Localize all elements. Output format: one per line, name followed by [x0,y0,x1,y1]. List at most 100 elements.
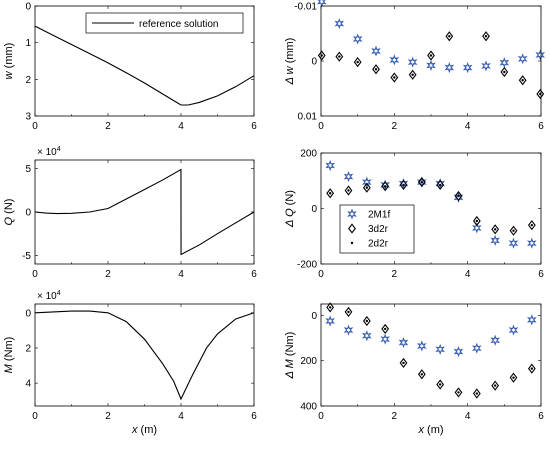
y-tick-label: 0.01 [298,112,318,123]
point-dot [365,186,369,189]
point-star [526,237,537,249]
x-tick-label: 2 [392,269,398,280]
point-diamond [509,372,518,383]
point-star [371,45,381,57]
point-star [490,234,501,246]
point-dot [512,376,515,379]
plot-frame [34,159,255,265]
legend-label: 3d2r [368,224,389,235]
point-diamond [326,302,335,313]
point-diamond [427,50,435,61]
y-tick-label: 200 [300,356,317,367]
legend-label: reference solution [139,19,219,30]
point-diamond [344,306,353,318]
point-dot [402,361,405,365]
point-diamond [381,323,390,335]
x-tick-label: 0 [32,411,38,422]
point-diamond [445,31,454,42]
y-tick-label: 0 [25,208,31,219]
x-tick-label: 4 [178,269,184,280]
point-diamond [317,50,326,61]
point-star [361,330,372,342]
y-tick-label: -5 [22,251,31,262]
x-tick-label: 6 [538,121,544,132]
point-star [426,59,436,71]
point-star [444,62,455,74]
point-diamond [527,220,536,231]
point-star [398,336,409,349]
point-dot [438,383,442,386]
point-diamond [536,88,545,100]
point-star [380,333,391,345]
point-diamond [335,51,344,62]
point-dot [493,384,497,387]
point-star [343,324,354,336]
point-dot [328,192,332,195]
point-diamond [527,363,536,374]
point-star [325,315,336,327]
y-tick-label: 2 [25,75,31,86]
x-tick-label: 6 [251,411,257,422]
point-diamond [372,64,380,75]
point-dot [457,194,460,198]
x-axis-label: x (m) [417,424,443,436]
x-tick-label: 0 [318,269,324,280]
point-dot [530,223,534,227]
y-axis-label: Δ Q (N) [284,190,296,228]
plot-frame [34,5,255,117]
point-diamond [417,369,426,380]
point-diamond [326,188,335,199]
point-star [416,340,427,352]
point-dot [503,70,506,74]
point-star [508,324,519,336]
point-dot [484,35,488,38]
point-diamond [454,190,463,202]
point-diamond [353,56,362,68]
point-diamond [472,388,481,399]
point-dot [420,180,424,184]
point-star [490,334,501,346]
legend-marker-dot [350,241,354,245]
point-star [352,33,363,45]
point-diamond [362,182,371,193]
point-star [471,342,482,354]
y-tick-label: 2 [25,343,31,354]
point-star [361,176,372,188]
subplot-M: 0 2 4 6 0 2 4 × 104 M (Nm) x (m) [3,290,257,436]
y-tick-label: 0 [311,57,317,68]
point-diamond [417,177,426,188]
point-dot [429,54,433,57]
legend-box [339,204,415,254]
point-dot [420,373,424,376]
x-tick-label: 4 [178,121,184,132]
y-tick-label: 400 [300,402,317,413]
point-diamond [472,215,481,227]
point-dot [347,189,350,192]
point-diamond [482,31,490,42]
point-dot [328,306,332,309]
point-dot [402,183,405,187]
x-tick-label: 4 [178,411,184,422]
point-star [343,171,354,183]
x-tick-label: 2 [105,269,111,280]
plot-frame [34,303,255,407]
y-axis-label: Δ M (Nm) [284,332,296,380]
point-dot [448,35,451,38]
point-star [435,177,446,190]
point-star [453,346,464,358]
point-star [316,0,327,8]
x-axis-label: x (m) [131,424,157,436]
point-star [499,57,510,69]
point-dot [521,79,524,82]
point-diamond [399,179,408,191]
point-diamond [436,179,445,191]
y-tick-label: 5 [25,164,31,175]
point-diamond [381,181,390,192]
y-tick-label: 4 [25,379,31,390]
x-tick-label: 4 [465,121,471,132]
plot-frame [320,5,542,117]
point-star [407,56,418,68]
subplot-w: 0 2 4 6 0 1 2 3 w (mm) reference solution [3,2,257,133]
